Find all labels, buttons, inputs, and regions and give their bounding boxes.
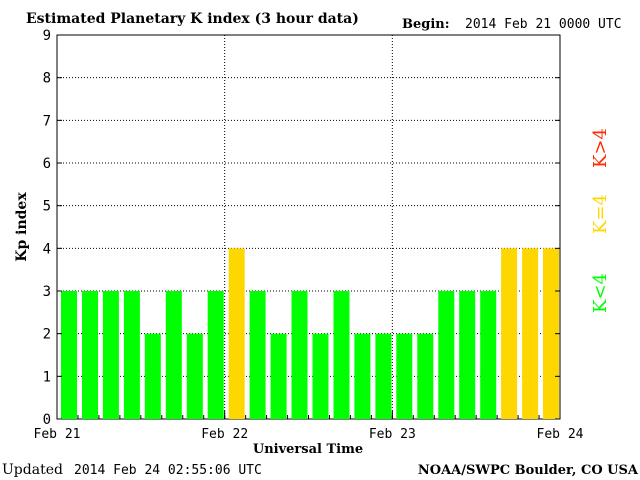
- kp-bar: [82, 291, 98, 419]
- kp-bar: [270, 333, 287, 419]
- chart-title: Estimated Planetary K index (3 hour data…: [26, 11, 359, 27]
- y-tick-label: 6: [43, 156, 51, 172]
- kp-bar: [165, 291, 182, 419]
- y-tick-label: 3: [43, 284, 51, 300]
- kp-bar: [312, 333, 329, 419]
- kp-bar: [249, 291, 266, 419]
- begin-value: 2014 Feb 21 0000 UTC: [465, 17, 622, 32]
- plot-area: [56, 34, 561, 420]
- y-axis: 0 1 2 3 4 5 6 7 8 9: [43, 28, 560, 428]
- y-tick-label: 0: [43, 412, 51, 428]
- kp-bar: [438, 291, 455, 419]
- kp-bar: [354, 333, 371, 419]
- legend-high: K>4: [590, 128, 611, 168]
- kp-bar: [480, 291, 497, 419]
- y-tick-label: 9: [43, 28, 51, 44]
- kp-bar: [501, 248, 518, 419]
- x-axis-label: Universal Time: [253, 442, 363, 457]
- kp-bar: [459, 291, 476, 419]
- kp-bar: [291, 291, 308, 419]
- y-tick-label: 2: [43, 327, 51, 343]
- legend-mid: K=4: [590, 194, 611, 234]
- updated-label: Updated: [2, 462, 63, 478]
- kp-bar: [102, 291, 119, 419]
- x-tick-label: Feb 21: [34, 427, 81, 442]
- kp-bar: [417, 333, 434, 419]
- y-tick-label: 5: [43, 199, 51, 215]
- kp-bar: [333, 291, 350, 419]
- kp-bar: [396, 333, 413, 419]
- y-axis-label: Kp index: [14, 192, 30, 262]
- kp-bar: [375, 333, 392, 419]
- x-axis: Feb 21 Feb 22 Feb 23 Feb 24: [34, 411, 584, 442]
- x-tick-label: Feb 24: [537, 427, 584, 442]
- y-tick-label: 1: [43, 369, 51, 385]
- x-tick-label: Feb 23: [369, 427, 416, 442]
- kp-bar: [522, 248, 539, 419]
- begin-label: Begin:: [402, 17, 450, 32]
- credit-text: NOAA/SWPC Boulder, CO USA: [418, 463, 639, 478]
- x-tick-label: Feb 22: [201, 427, 248, 442]
- grid-lines: [57, 35, 560, 419]
- y-tick-label: 8: [43, 71, 51, 87]
- kp-bar: [123, 291, 140, 419]
- legend-low: K<4: [590, 273, 611, 313]
- y-tick-label: 7: [43, 113, 51, 129]
- kp-bar: [228, 248, 245, 419]
- kp-bar: [61, 291, 77, 419]
- kp-bar: [186, 333, 203, 419]
- kp-bar: [144, 333, 161, 419]
- y-tick-label: 4: [43, 241, 51, 257]
- updated-value: 2014 Feb 24 02:55:06 UTC: [74, 463, 262, 478]
- kp-bar: [207, 291, 224, 419]
